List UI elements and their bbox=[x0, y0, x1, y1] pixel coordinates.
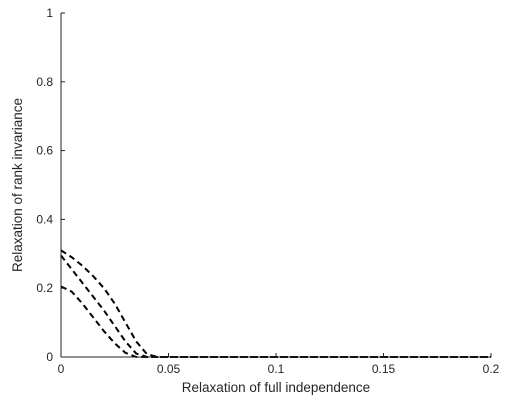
y-tick-label: 1 bbox=[46, 6, 53, 20]
x-ticks: 0 0.05 0.1 0.15 0.2 bbox=[58, 353, 500, 376]
y-ticks: 0 0.2 0.4 0.6 0.8 1 bbox=[36, 6, 65, 364]
y-tick-label: 0.2 bbox=[36, 281, 53, 295]
y-tick-label: 0.8 bbox=[36, 75, 53, 89]
y-tick-label: 0.6 bbox=[36, 144, 53, 158]
y-axis-title: Relaxation of rank invariance bbox=[10, 98, 25, 272]
x-tick-label: 0.1 bbox=[268, 362, 285, 376]
x-tick-label: 0.15 bbox=[372, 362, 396, 376]
y-tick-label: 0.4 bbox=[36, 212, 53, 226]
x-tick-label: 0 bbox=[58, 362, 65, 376]
x-axis-title: Relaxation of full independence bbox=[182, 380, 370, 395]
series-line-2 bbox=[60, 254, 491, 358]
x-tick-label: 0.2 bbox=[483, 362, 500, 376]
y-tick-label: 0 bbox=[46, 350, 53, 364]
x-tick-label: 0.05 bbox=[157, 362, 181, 376]
